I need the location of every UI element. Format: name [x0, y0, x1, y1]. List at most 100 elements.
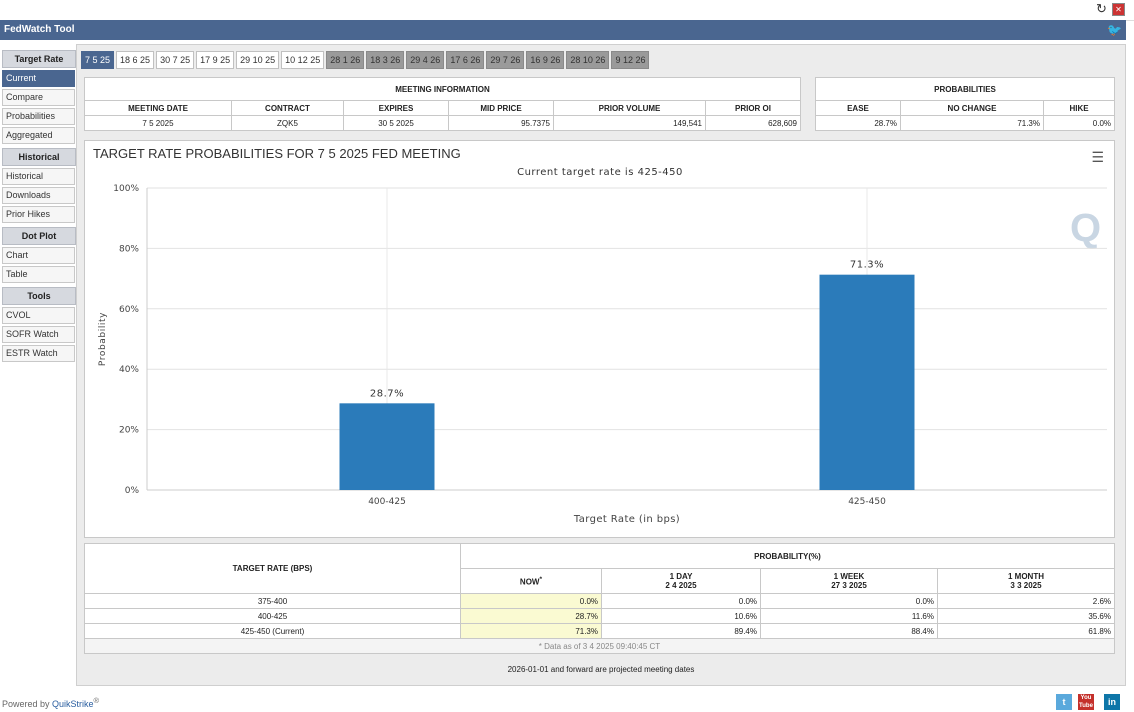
probability-chart: TARGET RATE PROBABILITIES FOR 7 5 2025 F…	[93, 146, 1107, 525]
sidebar-group-title: Tools	[2, 287, 76, 305]
period-label: NOW	[519, 577, 540, 587]
period-header: NOW*	[460, 568, 602, 594]
meeting-tabs: 7 5 25 18 6 25 30 7 25 17 9 25 29 10 25 10 12…	[81, 51, 651, 69]
tab-meeting-date[interactable]: 29 10 25	[236, 51, 280, 69]
quikstrike-watermark: Q	[1070, 206, 1101, 250]
meeting-information-table: MEETING INFORMATION MEETING DATE CONTRACT…	[84, 77, 801, 131]
sidebar-item-prior-hikes[interactable]: Prior Hikes	[2, 206, 75, 223]
y-tick-label: 40%	[119, 365, 139, 375]
meeting-info-value: 149,541	[553, 115, 706, 131]
probability-cell: 0.0%	[760, 593, 938, 609]
main-panel: 7 5 25 18 6 25 30 7 25 17 9 25 29 10 25 10 12…	[76, 44, 1126, 686]
linkedin-icon[interactable]: in	[1104, 694, 1120, 710]
sidebar-group-title: Dot Plot	[2, 227, 76, 245]
tab-meeting-date[interactable]: 28 10 26	[566, 51, 610, 69]
probability-cell: 0.0%	[601, 593, 761, 609]
y-tick-label: 0%	[125, 486, 140, 496]
app-header: FedWatch Tool 🐦	[0, 20, 1126, 40]
sidebar-item-estr-watch[interactable]: ESTR Watch	[2, 345, 75, 362]
tab-meeting-date[interactable]: 16 9 26	[526, 51, 565, 69]
sidebar-item-cvol[interactable]: CVOL	[2, 307, 75, 324]
probability-cell: 71.3%	[460, 623, 602, 639]
tab-meeting-date[interactable]: 17 6 26	[446, 51, 485, 69]
y-tick-label: 20%	[119, 426, 139, 436]
meeting-info-col-header: CONTRACT	[231, 100, 344, 116]
data-as-of-note: * Data as of 3 4 2025 09:40:45 CT	[84, 638, 1115, 654]
tab-meeting-date[interactable]: 18 3 26	[366, 51, 405, 69]
meeting-info-value: 95.7375	[448, 115, 554, 131]
sidebar-item-compare[interactable]: Compare	[2, 89, 75, 106]
close-icon[interactable]: ✕	[1112, 3, 1125, 16]
meeting-info-col-header: PRIOR VOLUME	[553, 100, 706, 116]
tab-meeting-date[interactable]: 28 1 26	[326, 51, 365, 69]
probability-col-header: HIKE	[1043, 100, 1115, 116]
sidebar-item-aggregated[interactable]: Aggregated	[2, 127, 75, 144]
probability-cell: 89.4%	[601, 623, 761, 639]
x-tick-label: 425-450	[848, 497, 886, 507]
period-date: 2 4 2025	[665, 581, 697, 590]
browser-top-bar: ↻ ✕	[0, 0, 1134, 21]
probability-cell: 11.6%	[760, 608, 938, 624]
powered-by: Powered by QuikStrike®	[2, 696, 99, 709]
probability-cell: 28.7%	[460, 608, 602, 624]
sidebar-item-downloads[interactable]: Downloads	[2, 187, 75, 204]
probability-history-table: TARGET RATE (BPS) PROBABILITY(%) NOW* 1 D…	[84, 543, 1115, 654]
tab-meeting-date[interactable]: 17 9 25	[196, 51, 235, 69]
sidebar-group: Tools CVOL SOFR Watch ESTR Watch	[0, 287, 76, 362]
bar-400-425[interactable]	[339, 403, 435, 490]
projected-dates-note: 2026-01-01 and forward are projected mee…	[507, 665, 695, 674]
target-rate-header: TARGET RATE (BPS)	[84, 543, 461, 594]
period-date: 3 3 2025	[1010, 581, 1042, 590]
y-tick-label: 60%	[119, 305, 139, 315]
sidebar-item-probabilities[interactable]: Probabilities	[2, 108, 75, 125]
tab-meeting-date[interactable]: 18 6 25	[116, 51, 155, 69]
table-row: 400-425 28.7% 10.6% 11.6% 35.6%	[84, 608, 1115, 624]
sidebar-item-chart[interactable]: Chart	[2, 247, 75, 264]
quikstrike-link[interactable]: QuikStrike	[52, 699, 94, 709]
y-axis-title: Probability	[98, 312, 108, 366]
bar-425-450[interactable]	[819, 274, 915, 490]
chart-container: ☰ TARGET RATE PROBABILITIES FOR 7 5 2025…	[84, 140, 1115, 538]
sidebar-group-title: Target Rate	[2, 50, 76, 68]
tab-meeting-date[interactable]: 29 7 26	[486, 51, 525, 69]
probability-cell: 35.6%	[937, 608, 1115, 624]
rate-cell: 425-450 (Current)	[84, 623, 461, 639]
bar-value-label: 71.3%	[850, 260, 884, 271]
tab-meeting-date[interactable]: 7 5 25	[81, 51, 115, 69]
meeting-info-col-header: MID PRICE	[448, 100, 554, 116]
sidebar-item-table[interactable]: Table	[2, 266, 75, 283]
sidebar-item-current[interactable]: Current	[2, 70, 75, 87]
registered-mark: ®	[93, 696, 100, 705]
period-footnote-mark: *	[539, 575, 543, 583]
sidebar-item-historical[interactable]: Historical	[2, 168, 75, 185]
sidebar: Target Rate Current Compare Probabilities Ag…	[0, 50, 76, 366]
y-tick-label: 100%	[113, 184, 139, 194]
tab-meeting-date[interactable]: 30 7 25	[156, 51, 195, 69]
rate-cell: 375-400	[84, 593, 461, 609]
sidebar-group-title: Historical	[2, 148, 76, 166]
probability-value: 71.3%	[900, 115, 1044, 131]
meeting-info-heading: MEETING INFORMATION	[84, 77, 801, 101]
twitter-bird-icon[interactable]: 🐦	[1107, 23, 1122, 37]
twitter-share-icon[interactable]: t	[1056, 694, 1072, 710]
table-row: 425-450 (Current) 71.3% 89.4% 88.4% 61.8%	[84, 623, 1115, 639]
chart-title: TARGET RATE PROBABILITIES FOR 7 5 2025 F…	[93, 146, 461, 161]
x-axis-title: Target Rate (in bps)	[573, 514, 680, 525]
tab-meeting-date[interactable]: 29 4 26	[406, 51, 445, 69]
probabilities-table: PROBABILITIES EASE NO CHANGE HIKE 28.7% 71.…	[815, 77, 1115, 131]
probability-value: 0.0%	[1043, 115, 1115, 131]
app-title: FedWatch Tool	[4, 24, 75, 35]
meeting-info-col-header: PRIOR OI	[705, 100, 801, 116]
probability-cell: 2.6%	[937, 593, 1115, 609]
youtube-icon[interactable]: You Tube	[1078, 694, 1094, 710]
chart-menu-icon[interactable]: ☰	[1091, 149, 1104, 165]
bar-value-label: 28.7%	[370, 388, 404, 399]
period-label: 1 WEEK	[833, 572, 865, 581]
meeting-info-col-header: MEETING DATE	[84, 100, 232, 116]
tab-meeting-date[interactable]: 9 12 26	[611, 51, 650, 69]
sidebar-item-sofr-watch[interactable]: SOFR Watch	[2, 326, 75, 343]
tab-meeting-date[interactable]: 10 12 25	[281, 51, 325, 69]
refresh-icon[interactable]: ↻	[1096, 1, 1107, 16]
probability-cell: 88.4%	[760, 623, 938, 639]
period-label: 1 DAY	[669, 572, 693, 581]
